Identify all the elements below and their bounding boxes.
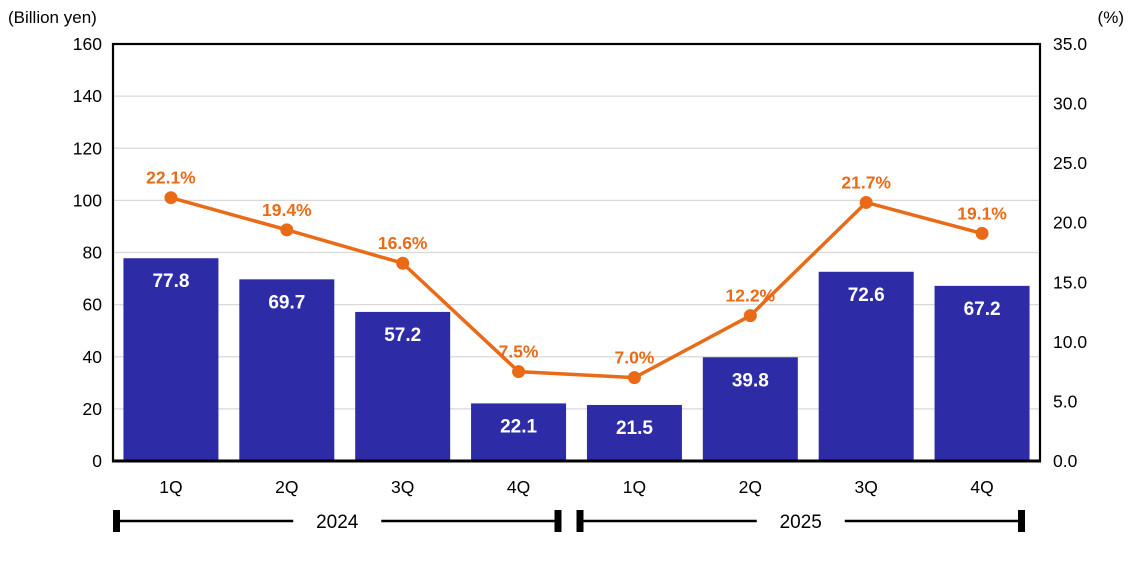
x-axis-category-label: 4Q [970,477,993,497]
bar-value-label: 57.2 [384,325,421,346]
bar [355,311,451,461]
line-point-marker [627,371,641,385]
left-axis-tick: 140 [73,86,102,106]
x-axis-category-label: 3Q [391,477,414,497]
left-axis-tick: 60 [83,295,103,315]
bar-value-label: 67.2 [964,299,1001,320]
line-point-marker [396,256,410,270]
left-axis-tick: 160 [73,34,102,54]
x-axis-category-label: 1Q [159,477,182,497]
x-axis-category-label: 2Q [275,477,298,497]
bar-value-label: 69.7 [268,292,305,313]
line-point-marker [512,365,526,379]
line-point-label: 19.1% [957,203,1007,223]
line-point-label: 21.7% [841,172,891,192]
left-axis-tick: 40 [83,347,103,367]
bar-value-label: 39.8 [732,370,769,391]
line-point-label: 7.0% [614,348,654,368]
right-axis-tick: 20.0 [1053,213,1087,233]
right-axis-tick: 10.0 [1053,332,1087,352]
right-axis-tick: 25.0 [1053,153,1087,173]
left-axis-tick: 100 [73,190,102,210]
line-point-marker [743,309,757,323]
x-axis-category-label: 2Q [739,477,762,497]
right-axis-tick: 15.0 [1053,272,1087,292]
bar [586,404,682,461]
right-axis-unit-label: (%) [1097,8,1124,27]
left-axis-tick: 120 [73,138,102,158]
line-point-label: 12.2% [726,286,776,306]
bar [702,357,798,461]
x-axis-category-label: 1Q [623,477,646,497]
line-point-label: 22.1% [146,168,196,188]
x-axis-category-label: 4Q [507,477,530,497]
left-axis-unit-label: (Billion yen) [8,8,97,27]
x-axis-category-label: 3Q [855,477,878,497]
bar [239,279,335,461]
bar [934,285,1030,461]
left-axis-tick: 20 [83,399,103,419]
group-year-label: 2025 [780,512,822,533]
left-axis-tick: 0 [92,451,102,471]
ratio-line [169,195,984,380]
line-point-marker [975,226,989,240]
bar-value-label: 77.8 [152,271,189,292]
bar-value-label: 21.5 [616,418,653,439]
bar-value-label: 72.6 [848,285,885,306]
bar [818,271,914,461]
line-point-marker [859,195,873,209]
line-point-marker [280,223,294,237]
bar [123,258,219,461]
line-point-label: 19.4% [262,200,312,220]
right-axis-tick: 0.0 [1053,451,1078,471]
line-point-marker [164,191,178,205]
right-axis-tick: 30.0 [1053,94,1087,114]
line-point-label: 16.6% [378,233,428,253]
right-axis-tick: 35.0 [1053,34,1087,54]
bar [471,403,567,461]
bar-value-label: 22.1 [500,416,537,437]
line-point-label: 7.5% [499,342,539,362]
left-axis-tick: 80 [83,243,103,263]
group-year-label: 2024 [316,512,359,533]
right-axis-tick: 5.0 [1053,391,1078,411]
